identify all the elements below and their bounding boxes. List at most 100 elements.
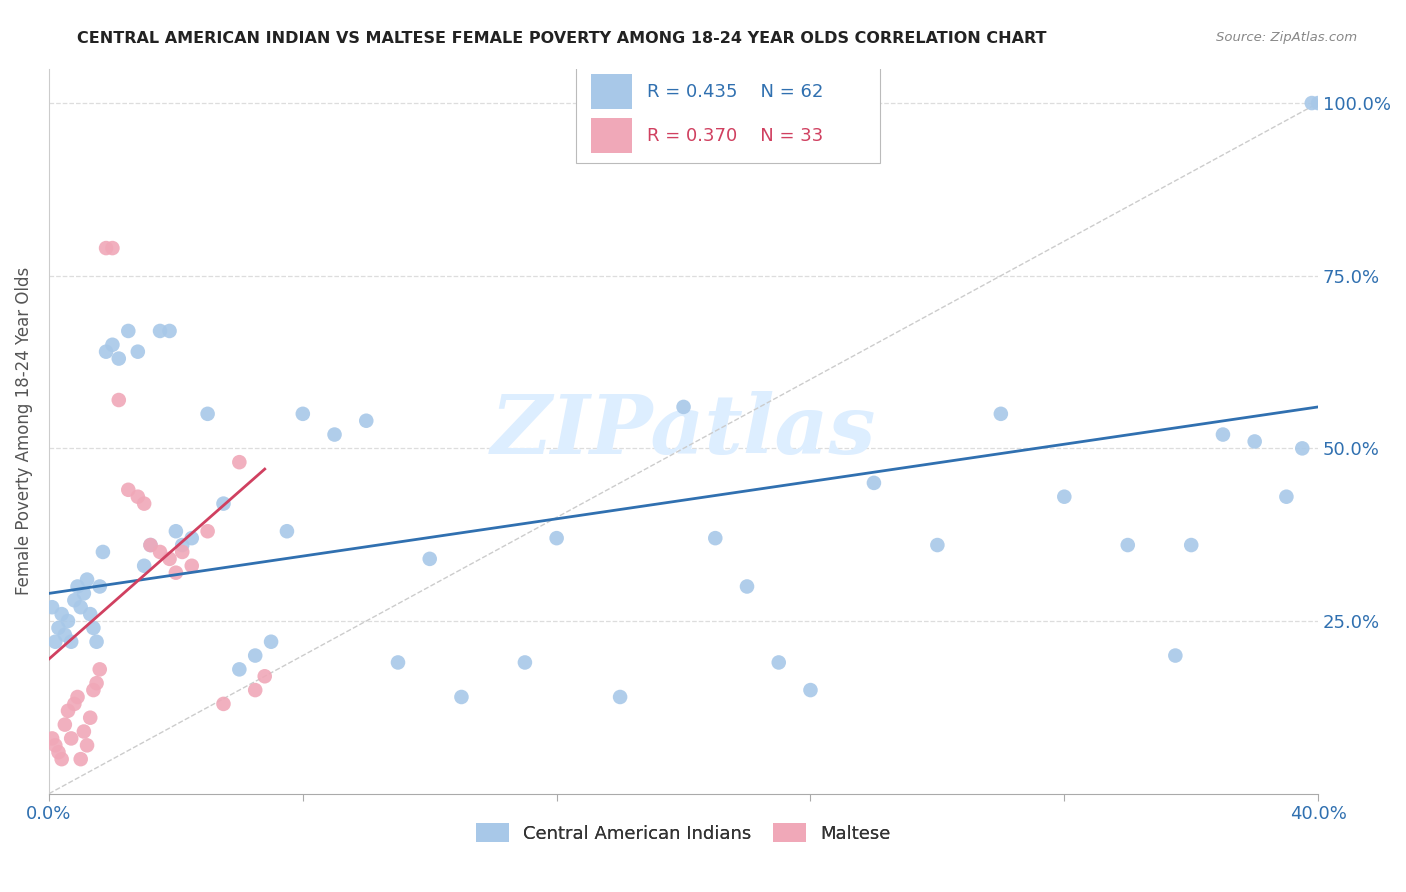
Point [212,497,235,511]
Point [149,324,172,338]
Point [82,621,104,635]
Text: CENTRAL AMERICAN INDIAN VS MALTESE FEMALE POVERTY AMONG 18-24 YEAR OLDS CORRELAT: CENTRAL AMERICAN INDIAN VS MALTESE FEMAL… [77,31,1047,46]
Point [768,656,790,670]
Point [51,607,73,621]
Point [165,524,187,539]
Point [117,483,139,497]
Point [149,545,172,559]
Point [63,593,86,607]
Point [76,739,98,753]
Point [387,656,409,670]
Point [76,573,98,587]
Text: ZIPatlas: ZIPatlas [491,391,876,471]
Point [82,683,104,698]
Point [419,552,441,566]
Point [1212,427,1234,442]
Point [101,241,124,255]
Point [127,490,149,504]
Point [79,711,101,725]
Point [79,607,101,621]
Point [44,634,66,648]
Point [197,407,219,421]
Point [48,745,70,759]
FancyBboxPatch shape [591,74,631,109]
Point [117,324,139,338]
Point [139,538,162,552]
Point [172,538,194,552]
Point [704,531,727,545]
Point [172,545,194,559]
Point [63,697,86,711]
Point [101,338,124,352]
Point [1053,490,1076,504]
Point [253,669,276,683]
Point [1243,434,1265,449]
Point [228,662,250,676]
Point [260,634,283,648]
Point [73,724,96,739]
Point [89,662,111,676]
Point [94,241,117,255]
Point [51,752,73,766]
Point [799,683,821,698]
Point [245,683,267,698]
Point [139,538,162,552]
Point [53,717,76,731]
Point [513,656,536,670]
Point [735,579,758,593]
Point [73,586,96,600]
Point [927,538,949,552]
Point [1301,96,1323,111]
Point [609,690,631,704]
Point [41,600,63,615]
Text: R = 0.435    N = 62: R = 0.435 N = 62 [647,83,823,101]
Text: Source: ZipAtlas.com: Source: ZipAtlas.com [1216,31,1357,45]
FancyBboxPatch shape [575,65,880,163]
Point [990,407,1012,421]
Point [159,324,181,338]
Legend: Central American Indians, Maltese: Central American Indians, Maltese [470,816,898,850]
Point [863,475,886,490]
Point [127,344,149,359]
Point [56,614,79,628]
Point [1308,96,1330,111]
Point [94,344,117,359]
Point [69,752,91,766]
Point [44,739,66,753]
Point [69,600,91,615]
Point [291,407,314,421]
Point [450,690,472,704]
Point [1291,442,1313,456]
Point [66,579,89,593]
Point [228,455,250,469]
Point [245,648,267,663]
Point [60,634,83,648]
Point [48,621,70,635]
Point [165,566,187,580]
Point [89,579,111,593]
Point [180,531,202,545]
Point [159,552,181,566]
Point [323,427,346,442]
Point [1164,648,1187,663]
Point [86,676,108,690]
Point [134,497,156,511]
Point [672,400,695,414]
Point [1180,538,1202,552]
Point [356,414,378,428]
Point [134,558,156,573]
Point [66,690,89,704]
Point [91,545,114,559]
Y-axis label: Female Poverty Among 18-24 Year Olds: Female Poverty Among 18-24 Year Olds [15,267,32,595]
Point [86,634,108,648]
Point [107,351,129,366]
Text: R = 0.370    N = 33: R = 0.370 N = 33 [647,127,823,145]
FancyBboxPatch shape [591,119,631,153]
Point [180,558,202,573]
Point [107,392,129,407]
Point [1275,490,1298,504]
Point [546,531,568,545]
Point [60,731,83,746]
Point [276,524,298,539]
Point [212,697,235,711]
